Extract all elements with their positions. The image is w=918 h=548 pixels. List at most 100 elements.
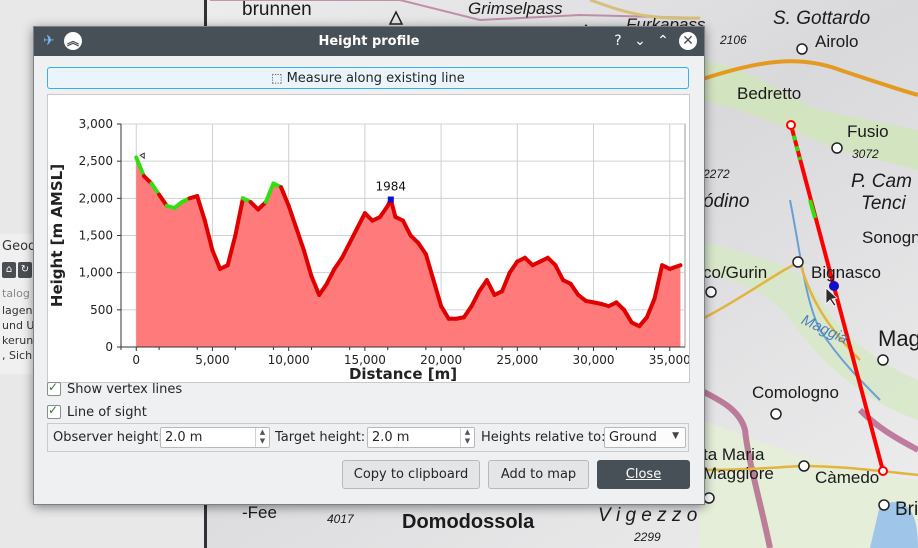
profile-vertex-point bbox=[546, 256, 550, 259]
background-browser-panel: Geod ⌂ ↻ talog lagen und U kerung , Sich bbox=[0, 234, 41, 374]
profile-line-segment bbox=[195, 194, 207, 223]
heights-relative-select[interactable]: Ground ▼ bbox=[604, 427, 686, 448]
profile-line-segment bbox=[347, 226, 360, 245]
bg-panel-line2: und U bbox=[2, 319, 35, 332]
profile-start-vertex[interactable] bbox=[786, 120, 796, 130]
profile-line-segment bbox=[286, 203, 299, 231]
maximize-button[interactable]: ⌃ bbox=[657, 33, 669, 49]
profile-line-segment bbox=[309, 274, 322, 297]
profile-vertex-point bbox=[196, 194, 199, 198]
map-label-alt-2299: 2299 bbox=[634, 530, 661, 544]
minimize-button[interactable]: ⌄ bbox=[634, 33, 646, 49]
profile-vertex-point bbox=[653, 297, 656, 300]
profile-line-segment bbox=[622, 307, 634, 325]
show-vertex-lines-checkbox[interactable]: Show vertex lines bbox=[47, 380, 182, 398]
profile-line-segment bbox=[225, 233, 238, 268]
measure-along-line-button[interactable]: ⬚ Measure along existing line bbox=[47, 67, 689, 89]
x-tick-label: 25,000 bbox=[496, 353, 538, 367]
profile-vertex-point bbox=[569, 282, 572, 286]
profile-line-segment bbox=[233, 196, 245, 238]
map-label-sonogn: Sonogn bbox=[862, 228, 918, 247]
y-tick-label: 0 bbox=[105, 340, 113, 354]
profile-line-segment bbox=[667, 263, 683, 271]
target-height-stepper-icon[interactable]: ▲ ▼ bbox=[460, 428, 474, 447]
profile-vertex-point bbox=[668, 267, 671, 271]
keep-above-icon[interactable]: ︽ bbox=[64, 32, 82, 50]
profile-line-segment bbox=[324, 266, 337, 286]
profile-vertex-point bbox=[157, 193, 161, 196]
profile-vertex-point bbox=[417, 241, 420, 245]
dialog-titlebar[interactable]: ✈ ︽ Height profile ? ⌄ ⌃ ✕ bbox=[34, 27, 704, 56]
map-label-alt-2272: 2272 bbox=[703, 167, 730, 181]
map-label-camedo: Càmedo bbox=[815, 468, 880, 487]
observer-height-spinbox[interactable]: 2.0 m ▲ ▼ bbox=[160, 427, 270, 448]
profile-settings-row: Observer height: 2.0 m ▲ ▼ Target height:… bbox=[47, 423, 689, 452]
profile-line-segment bbox=[461, 304, 474, 320]
profile-vertex-point bbox=[455, 317, 458, 320]
current-height-label: 1984 bbox=[376, 180, 407, 194]
map-label-alt-4017: 4017 bbox=[327, 512, 354, 526]
profile-vertex-point bbox=[371, 219, 374, 222]
profile-vertex-point bbox=[340, 256, 344, 259]
observer-height-stepper-icon[interactable]: ▲ ▼ bbox=[255, 428, 269, 447]
profile-vertex-point bbox=[409, 234, 412, 237]
dialog-title: Height profile bbox=[318, 34, 420, 49]
profile-end-vertex[interactable] bbox=[878, 466, 888, 476]
map-label-mag: Mag bbox=[878, 326, 918, 351]
show-vertex-lines-check-icon[interactable] bbox=[47, 380, 61, 396]
bg-panel-home-icon[interactable]: ⌂ bbox=[2, 262, 16, 278]
x-tick-label: 0 bbox=[132, 353, 140, 367]
show-vertex-lines-label: Show vertex lines bbox=[67, 381, 183, 397]
y-tick-label: 2,000 bbox=[79, 191, 113, 205]
profile-vertex-point bbox=[615, 301, 618, 304]
copy-to-clipboard-button[interactable]: Copy to clipboard bbox=[342, 460, 480, 489]
profile-vertex-point bbox=[462, 316, 466, 319]
y-tick-label: 2,500 bbox=[79, 154, 113, 168]
profile-vertex-point bbox=[203, 219, 207, 222]
heights-relative-label: Heights relative to: bbox=[481, 430, 606, 445]
add-to-map-button[interactable]: Add to map bbox=[488, 460, 589, 489]
profile-vertex-point bbox=[401, 219, 405, 222]
bg-panel-refresh-icon[interactable]: ↻ bbox=[18, 262, 32, 278]
profile-line-segment bbox=[652, 263, 665, 301]
close-button[interactable]: Close bbox=[597, 460, 690, 489]
profile-chart-svg[interactable]: 0 500 1,000 1,500 2,000 2,500 3,000 0 5,000 10,00… bbox=[48, 95, 689, 382]
profile-line-segment bbox=[568, 281, 581, 297]
profile-vertex-point bbox=[356, 226, 359, 230]
line-of-sight-check-icon[interactable] bbox=[47, 403, 61, 419]
line-of-sight-checkbox[interactable]: Line of sight bbox=[47, 403, 147, 421]
profile-line-segment bbox=[401, 218, 413, 238]
app-icon: ✈ bbox=[43, 33, 55, 49]
bg-panel-line3: kerung bbox=[2, 334, 41, 347]
target-height-spinbox[interactable]: 2.0 m ▲ ▼ bbox=[367, 427, 475, 448]
x-tick-label: 15,000 bbox=[344, 353, 386, 367]
y-axis-label: Height [m AMSL] bbox=[48, 164, 66, 307]
map-label-gottardo: S. Gottardo bbox=[773, 8, 871, 29]
target-height-value: 2.0 m bbox=[372, 430, 410, 445]
profile-vertex-point bbox=[226, 264, 229, 267]
profile-vertex-point bbox=[363, 212, 367, 215]
height-profile-dialog: ✈ ︽ Height profile ? ⌄ ⌃ ✕ ⬚ Measure alo… bbox=[33, 26, 705, 505]
profile-line-segment bbox=[439, 304, 451, 321]
profile-vertex-point bbox=[554, 264, 557, 267]
y-tick-label: 500 bbox=[90, 303, 113, 317]
profile-vertex-point bbox=[622, 308, 626, 312]
profile-vertex-point bbox=[150, 182, 153, 185]
profile-vertex-point bbox=[348, 241, 351, 245]
profile-line-segment bbox=[157, 192, 169, 208]
profile-line-segment bbox=[553, 263, 566, 283]
y-tick-label: 3,000 bbox=[79, 117, 113, 131]
current-position-marker bbox=[387, 196, 394, 203]
profile-line-segment bbox=[378, 203, 390, 219]
profile-vertex-point bbox=[256, 208, 260, 211]
map-label-fusio: Fusio bbox=[847, 122, 889, 141]
help-button[interactable]: ? bbox=[614, 33, 622, 49]
map-label-fee: -Fee bbox=[242, 503, 277, 522]
window-close-button[interactable]: ✕ bbox=[679, 32, 697, 50]
profile-vertex-point bbox=[173, 206, 176, 210]
height-profile-plot[interactable]: 0 500 1,000 1,500 2,000 2,500 3,000 0 5,000 10,00… bbox=[47, 94, 690, 383]
profile-vertex-point bbox=[478, 290, 481, 293]
bg-panel-catalog-label: talog bbox=[2, 287, 30, 300]
profile-vertex-point bbox=[599, 302, 603, 306]
profile-vertex-point bbox=[234, 234, 237, 237]
